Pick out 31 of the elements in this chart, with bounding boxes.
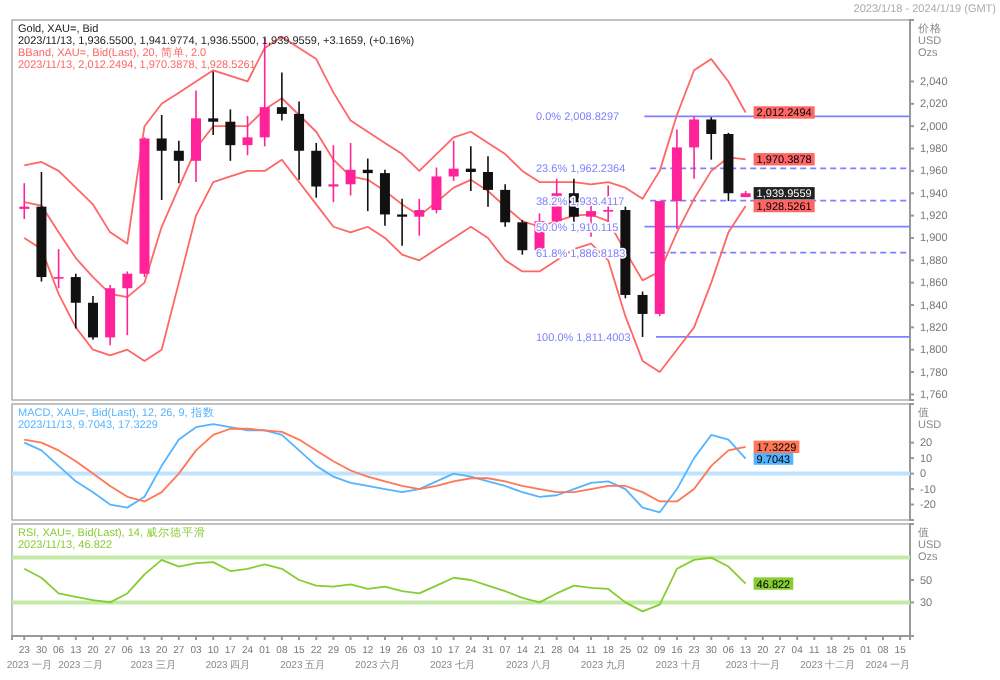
candlestick <box>70 272 81 330</box>
candlestick <box>637 290 648 338</box>
candlestick <box>414 198 425 237</box>
candlestick <box>448 139 459 182</box>
candlestick <box>345 142 356 197</box>
candlestick <box>328 144 339 203</box>
candlestick <box>53 248 64 290</box>
candlestick <box>311 142 322 199</box>
line-series <box>23 427 747 503</box>
candlestick <box>242 115 253 157</box>
line-series <box>23 556 747 613</box>
candlestick <box>225 108 236 162</box>
candlestick <box>191 89 202 183</box>
candlestick <box>689 115 700 180</box>
candlestick <box>19 182 30 220</box>
candlestick <box>87 295 98 341</box>
candlestick <box>276 71 287 122</box>
candlestick <box>173 139 184 184</box>
candlestick <box>208 70 219 136</box>
candlestick <box>706 116 717 161</box>
candlestick <box>397 198 408 247</box>
candlestick <box>431 166 442 215</box>
candlestick <box>156 114 167 201</box>
line-series <box>23 158 747 373</box>
candlestick <box>122 270 133 336</box>
candlestick <box>482 155 493 208</box>
candlestick <box>294 100 305 181</box>
line-series <box>23 97 747 299</box>
candlestick <box>517 219 528 256</box>
candlestick <box>500 183 511 228</box>
candlestick <box>379 168 390 227</box>
